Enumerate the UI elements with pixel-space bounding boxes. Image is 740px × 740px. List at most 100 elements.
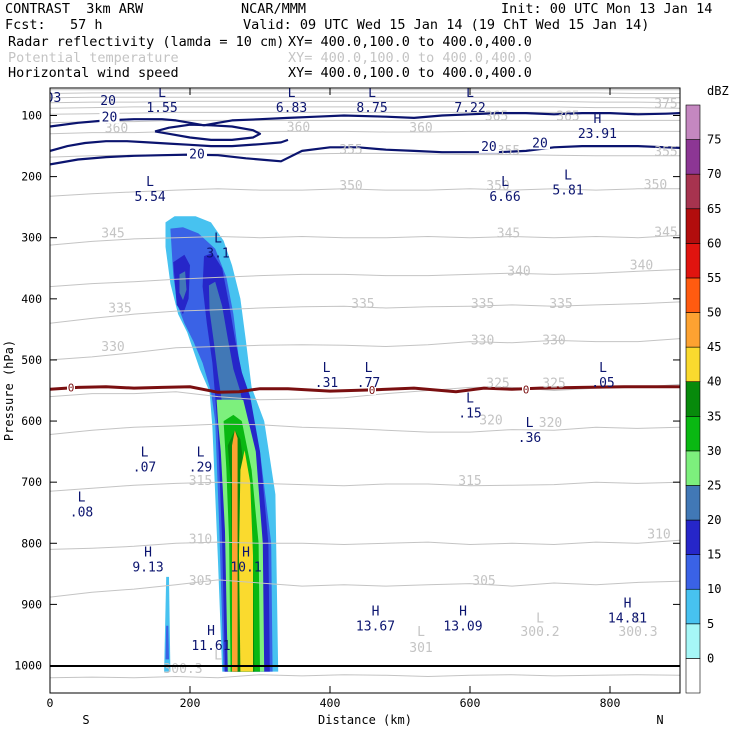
wind-extremum-symbol: L <box>288 86 296 101</box>
theta-contour-label: 301 <box>409 641 432 656</box>
field-theta: Potential temperature <box>8 50 179 66</box>
theta-contour-label: 310 <box>189 532 212 547</box>
wind-extremum-symbol: L <box>599 361 607 376</box>
theta-extremum-symbol: L <box>634 612 642 627</box>
wind-extremum-value: 1.55 <box>146 101 177 116</box>
x-tick-label: 600 <box>460 696 481 710</box>
wind-extremum-value: 3.1 <box>206 247 229 262</box>
wind-contour <box>50 145 680 166</box>
field-theta-xy: XY= 400.0,100.0 to 400.0,400.0 <box>288 50 532 66</box>
reflectivity-band <box>232 430 238 672</box>
freezing-level-label: 0 <box>523 383 530 396</box>
colorbar-swatch <box>685 139 701 175</box>
theta-contour-label: 300.3 <box>163 662 202 677</box>
colorbar-label: 20 <box>707 513 721 527</box>
wind-label-bg <box>530 137 550 150</box>
freezing-label-bg <box>67 382 75 393</box>
theta-extremum-symbol: L <box>417 625 425 640</box>
colorbar-label: 25 <box>707 478 721 492</box>
theta-contour-label: 345 <box>654 226 677 241</box>
y-tick-label: 900 <box>21 597 42 611</box>
y-tick-label: 1000 <box>14 659 42 673</box>
colorbar-swatch <box>685 381 701 417</box>
colorbar-label: 70 <box>707 167 721 181</box>
y-tick-label: 500 <box>21 353 42 367</box>
wind-extremum-symbol: L <box>368 86 376 101</box>
forecast-hour: Fcst: 57 h <box>5 17 103 33</box>
colorbar-swatch <box>685 312 701 348</box>
x-axis-label: Distance (km) <box>318 713 412 727</box>
wind-contour <box>50 111 680 128</box>
theta-contour-label: 360 <box>409 121 432 136</box>
theta-contour-label: 315 <box>458 474 481 489</box>
theta-contour <box>50 539 680 550</box>
wind-extremum-value: 5.81 <box>552 184 583 199</box>
wind-extremum-value: 7.22 <box>454 101 485 116</box>
wind-extremum-value: .07 <box>133 461 156 476</box>
wind-extremum-symbol: L <box>501 175 509 190</box>
colorbar-unit: dBZ <box>707 84 729 98</box>
theta-contour-label: 355 <box>339 143 362 158</box>
theta-contour <box>50 106 680 109</box>
theta-contour <box>50 119 680 124</box>
theta-contour-label: 340 <box>507 265 530 280</box>
theta-contour-label: 355 <box>654 145 677 160</box>
theta-contour-label: 335 <box>471 297 494 312</box>
wind-extremum-symbol: H <box>242 546 250 561</box>
theta-contour-label: 335 <box>108 301 131 316</box>
y-axis-label: Pressure (hPa) <box>2 340 16 441</box>
theta-contour-label: 320 <box>539 416 562 431</box>
colorbar-swatch <box>685 415 701 452</box>
colorbar-label: 5 <box>707 617 714 631</box>
wind-extremum-symbol: L <box>146 175 154 190</box>
wind-extremum-symbol: H <box>372 604 380 619</box>
wind-extremum-value: 10.1 <box>230 561 261 576</box>
theta-contour-label: 330 <box>101 340 124 355</box>
colorbar-label: 35 <box>707 409 721 423</box>
wind-extremum-value: .36 <box>518 431 541 446</box>
wind-label-bg <box>99 111 120 124</box>
wind-extremum-value: .15 <box>458 407 481 422</box>
theta-contour-label: 350 <box>644 178 667 193</box>
x-tick-label: 200 <box>180 696 201 710</box>
theta-contour <box>50 674 680 679</box>
wind-extremum-value: 6.83 <box>276 101 307 116</box>
colorbar-swatch <box>685 623 701 659</box>
colorbar-swatch <box>685 277 701 313</box>
wind-extremum-symbol: L <box>197 446 205 461</box>
field-reflectivity: Radar reflectivity (lamda = 10 cm) <box>8 34 285 50</box>
theta-contour-label: 305 <box>189 574 212 589</box>
wind-extremum-value: .77 <box>357 376 380 391</box>
wind-extremum-value: .05 <box>591 376 614 391</box>
wind-extremum-symbol: L <box>214 232 222 247</box>
theta-contour-label: 360 <box>105 122 128 137</box>
y-tick-label: 200 <box>21 170 42 184</box>
theta-contour-label: 305 <box>472 574 495 589</box>
theta-extremum-symbol: L <box>536 612 544 627</box>
colorbar-label: 30 <box>707 444 721 458</box>
wind-extremum-value: 8.75 <box>356 101 387 116</box>
theta-contour-label: 325 <box>486 376 509 391</box>
colorbar-label: 40 <box>707 375 721 389</box>
theta-contour <box>50 579 680 598</box>
theta-contour-label: 330 <box>471 334 494 349</box>
wind-extremum-symbol: H <box>624 596 632 611</box>
wind-extremum-symbol: L <box>526 416 534 431</box>
x-tick-label: 800 <box>600 696 621 710</box>
y-tick-label: 700 <box>21 475 42 489</box>
theta-contour-label: 300.2 <box>520 625 559 640</box>
reflectivity-band <box>165 625 169 660</box>
wind-contour-label: 03 <box>46 91 62 106</box>
theta-contour <box>50 92 680 94</box>
wind-extremum-symbol: H <box>207 624 215 639</box>
y-tick-label: 400 <box>21 292 42 306</box>
wind-extremum-value: 9.13 <box>132 561 163 576</box>
wind-extremum-value: 13.67 <box>356 619 395 634</box>
theta-contour <box>50 383 680 401</box>
y-tick-label: 800 <box>21 536 42 550</box>
theta-contour-label: 340 <box>630 259 653 274</box>
theta-contour <box>50 481 680 492</box>
theta-contour-label: 350 <box>339 179 362 194</box>
